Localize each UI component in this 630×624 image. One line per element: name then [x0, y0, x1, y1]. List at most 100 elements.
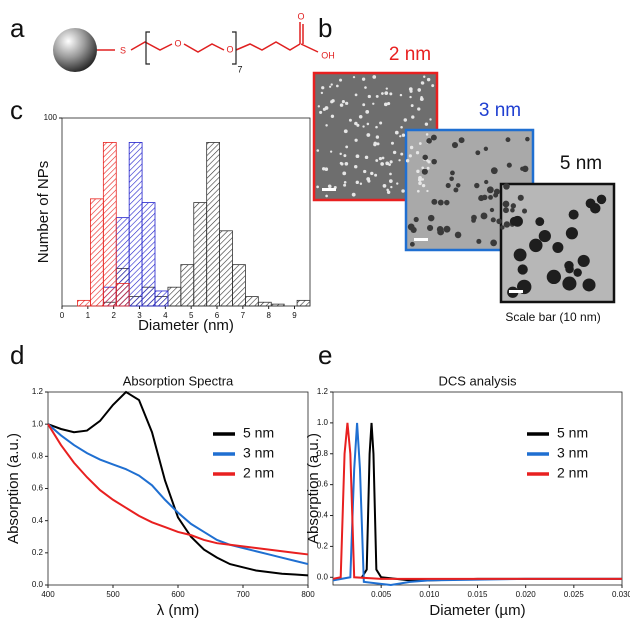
particle	[506, 162, 512, 168]
x-tick-label: 0.030	[612, 590, 630, 599]
particle	[319, 110, 323, 114]
particle	[429, 118, 432, 121]
particle	[325, 124, 328, 127]
particle	[399, 93, 403, 97]
legend-label: 3 nm	[557, 445, 588, 461]
bar	[141, 202, 156, 307]
particle	[401, 189, 405, 193]
panel-label: a	[10, 13, 25, 43]
particle	[362, 103, 366, 107]
x-tick-label: 600	[171, 590, 185, 599]
particle	[420, 81, 425, 85]
particle	[426, 138, 432, 144]
particle	[362, 125, 365, 128]
particle	[489, 207, 495, 213]
y-tick-label: 1.0	[317, 418, 329, 427]
particle	[522, 208, 528, 214]
particle	[345, 101, 349, 105]
particle	[339, 78, 343, 82]
panel-label: c	[10, 95, 23, 125]
plot-frame	[47, 391, 309, 586]
x-tick-label: 7	[241, 311, 246, 320]
particle	[385, 161, 390, 166]
particle	[512, 215, 523, 227]
particle	[529, 238, 543, 253]
bond	[300, 43, 319, 53]
particle	[427, 214, 435, 222]
bar	[115, 283, 130, 307]
bar	[102, 142, 117, 307]
particle	[354, 164, 358, 169]
y-tick-label: 0.4	[32, 516, 44, 525]
atom: S	[120, 45, 126, 55]
particle	[355, 180, 359, 185]
particle	[503, 221, 511, 228]
x-tick-label: 0.020	[516, 590, 537, 599]
particle	[431, 198, 438, 205]
particle	[367, 179, 371, 183]
particle	[398, 159, 401, 162]
particle	[444, 199, 450, 206]
particle	[565, 227, 578, 240]
particle	[421, 183, 426, 188]
particle	[364, 155, 369, 160]
particle	[400, 152, 404, 156]
particle	[363, 169, 367, 174]
particle	[358, 114, 363, 119]
atom: O	[174, 38, 181, 48]
particle	[316, 149, 320, 152]
scale-bar	[414, 238, 428, 241]
legend-label: 5 nm	[243, 425, 274, 441]
particle	[573, 268, 582, 277]
particle	[450, 170, 455, 176]
particle	[426, 77, 431, 82]
particle	[418, 175, 422, 180]
particle	[490, 217, 496, 223]
particle	[510, 207, 515, 213]
particle	[401, 133, 406, 137]
particle	[396, 182, 399, 185]
bar	[245, 296, 259, 307]
particle	[426, 224, 434, 232]
y-axis-label: Absorption (a.u.)	[5, 433, 22, 544]
x-tick-label: 8	[266, 311, 271, 320]
particle	[486, 186, 494, 194]
particle	[471, 218, 476, 223]
scale-bar	[322, 188, 336, 191]
x-tick-label: 9	[292, 311, 297, 320]
y-tick-label: 1.2	[317, 387, 329, 396]
particle	[354, 93, 358, 97]
particle	[380, 162, 384, 166]
particle	[342, 171, 347, 176]
particle	[437, 199, 444, 206]
particle	[483, 146, 489, 151]
structure: S O O O OH 7	[53, 11, 335, 74]
bar	[193, 202, 208, 307]
particle	[324, 167, 329, 171]
panel-label: e	[318, 340, 332, 370]
particle	[513, 248, 527, 262]
particle	[421, 178, 424, 181]
tem-images: 2 nm 3 nm 5 nm Scale bar (10 nm)	[312, 44, 616, 324]
bar	[270, 303, 285, 307]
particle	[437, 228, 445, 236]
particle	[370, 171, 374, 176]
particle	[330, 83, 333, 86]
particle	[329, 150, 333, 153]
particle	[426, 166, 430, 170]
x-axis-label: Diameter (µm)	[429, 602, 525, 619]
particle	[418, 142, 422, 145]
bar	[167, 286, 182, 307]
particle	[405, 159, 410, 163]
atom: O	[226, 44, 233, 54]
tem-size-label: 2 nm	[389, 44, 431, 65]
particle	[316, 185, 319, 189]
x-tick-label: 0	[60, 311, 65, 320]
particle	[389, 160, 393, 164]
particle	[378, 156, 383, 161]
bar	[90, 198, 104, 307]
particle	[596, 194, 607, 205]
particle	[343, 154, 347, 158]
particle	[381, 92, 384, 95]
y-tick-label: 1.0	[32, 419, 44, 428]
